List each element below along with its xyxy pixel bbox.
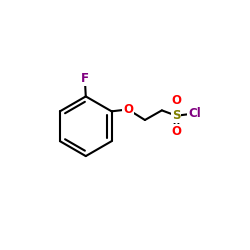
Text: O: O bbox=[172, 94, 182, 107]
Text: O: O bbox=[123, 103, 133, 116]
Text: F: F bbox=[81, 72, 89, 85]
Text: S: S bbox=[172, 109, 180, 122]
Text: Cl: Cl bbox=[188, 107, 201, 120]
Text: O: O bbox=[172, 125, 182, 138]
